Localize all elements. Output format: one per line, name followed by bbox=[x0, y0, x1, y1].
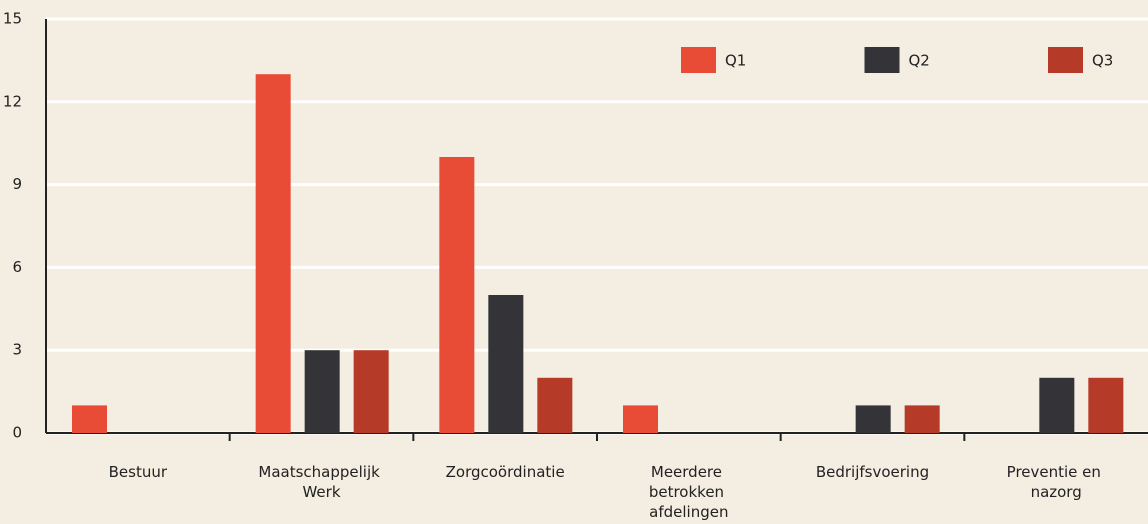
bar bbox=[1039, 377, 1075, 433]
y-tick-label: 15 bbox=[3, 10, 22, 28]
x-tick-label: Bedrijfsvoering bbox=[816, 463, 929, 481]
x-tick-label: Maatschappelijk Werk bbox=[258, 463, 384, 501]
bar bbox=[304, 350, 340, 433]
y-tick-label: 6 bbox=[12, 258, 22, 276]
legend-label: Q3 bbox=[1092, 52, 1113, 70]
bar bbox=[255, 74, 291, 433]
legend-label: Q1 bbox=[725, 52, 746, 70]
bar bbox=[488, 295, 524, 433]
legend-swatch bbox=[864, 47, 900, 73]
bar bbox=[1088, 377, 1124, 433]
bar bbox=[623, 405, 658, 433]
legend-label: Q2 bbox=[909, 52, 930, 70]
bar bbox=[537, 377, 573, 433]
y-tick-label: 0 bbox=[12, 424, 22, 442]
legend-swatch bbox=[1048, 47, 1083, 73]
bar bbox=[353, 350, 389, 433]
bar bbox=[72, 405, 107, 433]
bar bbox=[855, 405, 891, 433]
x-tick-label: Preventie en nazorg bbox=[1007, 463, 1106, 501]
y-tick-label: 3 bbox=[12, 341, 22, 359]
bar bbox=[904, 405, 940, 433]
y-tick-label: 9 bbox=[12, 175, 22, 193]
bar bbox=[439, 157, 475, 433]
x-tick-label: Bestuur bbox=[109, 463, 168, 481]
x-tick-label: Meerdere betrokken afdelingen bbox=[649, 463, 729, 521]
x-tick-label: Zorgcoördinatie bbox=[446, 463, 565, 481]
legend-swatch bbox=[681, 47, 716, 73]
y-tick-label: 12 bbox=[3, 92, 22, 110]
